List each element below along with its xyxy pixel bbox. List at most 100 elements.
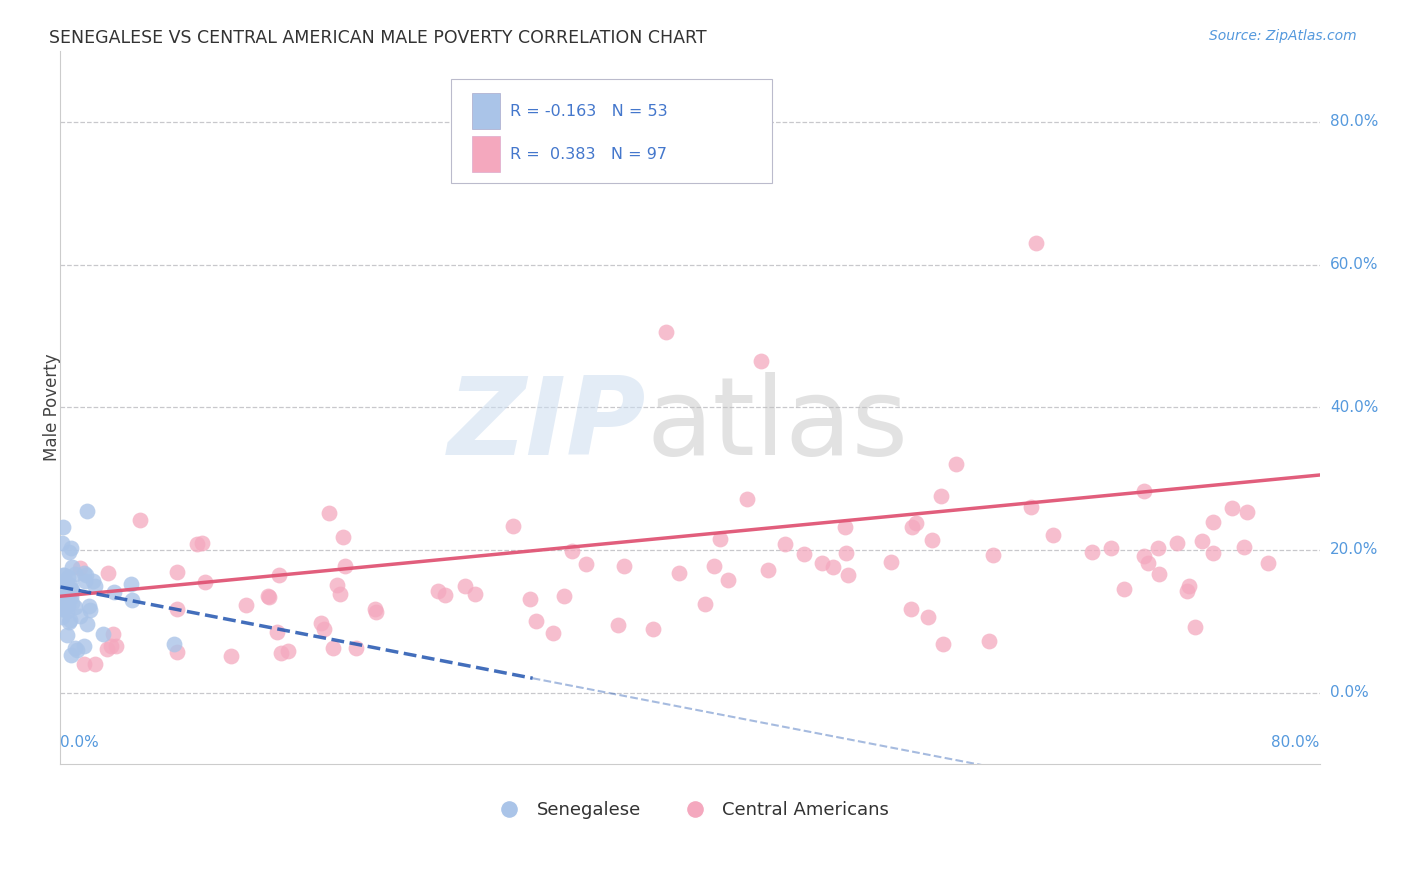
Point bbox=[51, 610, 73, 624]
Point bbox=[717, 574, 740, 588]
Point bbox=[553, 589, 575, 603]
Point bbox=[51, 591, 73, 605]
Point bbox=[60, 590, 83, 604]
Point bbox=[257, 589, 280, 603]
Point bbox=[561, 543, 583, 558]
Point bbox=[56, 591, 79, 605]
Point bbox=[51, 602, 73, 616]
Point bbox=[917, 609, 939, 624]
Point bbox=[56, 570, 79, 584]
Point bbox=[945, 457, 967, 471]
Point bbox=[101, 627, 124, 641]
Point bbox=[1133, 549, 1156, 564]
Point bbox=[709, 533, 731, 547]
Point bbox=[59, 541, 82, 556]
Point bbox=[52, 567, 75, 582]
Point bbox=[186, 537, 208, 551]
Point bbox=[901, 520, 924, 534]
Point bbox=[1175, 583, 1198, 598]
Point bbox=[1132, 484, 1154, 499]
Point bbox=[1166, 535, 1188, 549]
Point bbox=[79, 599, 101, 613]
Point bbox=[929, 488, 952, 502]
Point bbox=[69, 561, 91, 575]
Point bbox=[1025, 236, 1047, 251]
Point bbox=[59, 582, 82, 596]
Point bbox=[318, 506, 340, 520]
Point bbox=[329, 587, 352, 601]
Point bbox=[932, 637, 955, 651]
Point bbox=[56, 584, 79, 599]
Point bbox=[775, 537, 797, 551]
Point bbox=[120, 577, 142, 591]
Point bbox=[104, 640, 127, 654]
Point bbox=[55, 590, 77, 604]
Point bbox=[1042, 528, 1064, 542]
Point bbox=[758, 564, 780, 578]
Text: 20.0%: 20.0% bbox=[1330, 542, 1378, 558]
Point bbox=[1147, 541, 1170, 555]
Point bbox=[364, 602, 387, 616]
Point bbox=[52, 591, 75, 605]
Point bbox=[519, 592, 541, 607]
Point bbox=[73, 566, 96, 580]
Point bbox=[100, 640, 122, 654]
Point bbox=[266, 625, 288, 640]
Point bbox=[921, 533, 943, 548]
Point bbox=[643, 622, 665, 636]
Point bbox=[129, 513, 152, 527]
Point bbox=[66, 643, 89, 657]
Point bbox=[1019, 500, 1042, 514]
Point bbox=[52, 520, 75, 534]
Point bbox=[524, 614, 547, 628]
Point bbox=[811, 556, 834, 570]
Point bbox=[1081, 545, 1104, 559]
Text: 80.0%: 80.0% bbox=[1271, 735, 1320, 750]
Point bbox=[1202, 546, 1225, 560]
Point bbox=[75, 567, 97, 582]
Text: ZIP: ZIP bbox=[447, 372, 645, 478]
Point bbox=[60, 596, 83, 610]
Point bbox=[60, 648, 83, 662]
Point bbox=[502, 518, 524, 533]
Point bbox=[56, 604, 79, 618]
Point bbox=[121, 592, 143, 607]
Point bbox=[69, 608, 91, 623]
Point bbox=[333, 559, 356, 574]
Point bbox=[312, 623, 335, 637]
Point bbox=[703, 559, 725, 574]
Point bbox=[793, 547, 815, 561]
Point bbox=[97, 566, 120, 580]
Point bbox=[464, 587, 486, 601]
Point bbox=[96, 641, 118, 656]
Point bbox=[55, 600, 77, 615]
Text: atlas: atlas bbox=[645, 372, 908, 478]
Point bbox=[65, 566, 87, 581]
Text: 80.0%: 80.0% bbox=[1330, 114, 1378, 129]
Point bbox=[51, 535, 73, 549]
Point bbox=[59, 613, 82, 627]
FancyBboxPatch shape bbox=[451, 79, 772, 183]
Text: SENEGALESE VS CENTRAL AMERICAN MALE POVERTY CORRELATION CHART: SENEGALESE VS CENTRAL AMERICAN MALE POVE… bbox=[49, 29, 707, 46]
Text: R =  0.383   N = 97: R = 0.383 N = 97 bbox=[510, 146, 666, 161]
Point bbox=[1191, 533, 1213, 548]
Point bbox=[880, 555, 903, 569]
Point bbox=[51, 588, 73, 602]
Point bbox=[427, 584, 450, 599]
Point bbox=[51, 583, 73, 598]
Text: R = -0.163   N = 53: R = -0.163 N = 53 bbox=[510, 103, 668, 119]
Point bbox=[693, 597, 716, 611]
Point bbox=[1236, 504, 1258, 518]
Point bbox=[1202, 516, 1225, 530]
Point bbox=[1220, 501, 1243, 516]
Point bbox=[837, 568, 859, 582]
Point bbox=[60, 582, 83, 597]
Point bbox=[453, 579, 475, 593]
Text: 60.0%: 60.0% bbox=[1330, 257, 1378, 272]
Point bbox=[83, 579, 105, 593]
Point bbox=[65, 640, 87, 655]
Point bbox=[79, 603, 101, 617]
Point bbox=[84, 657, 107, 671]
Point bbox=[655, 326, 678, 340]
Point bbox=[58, 582, 80, 596]
